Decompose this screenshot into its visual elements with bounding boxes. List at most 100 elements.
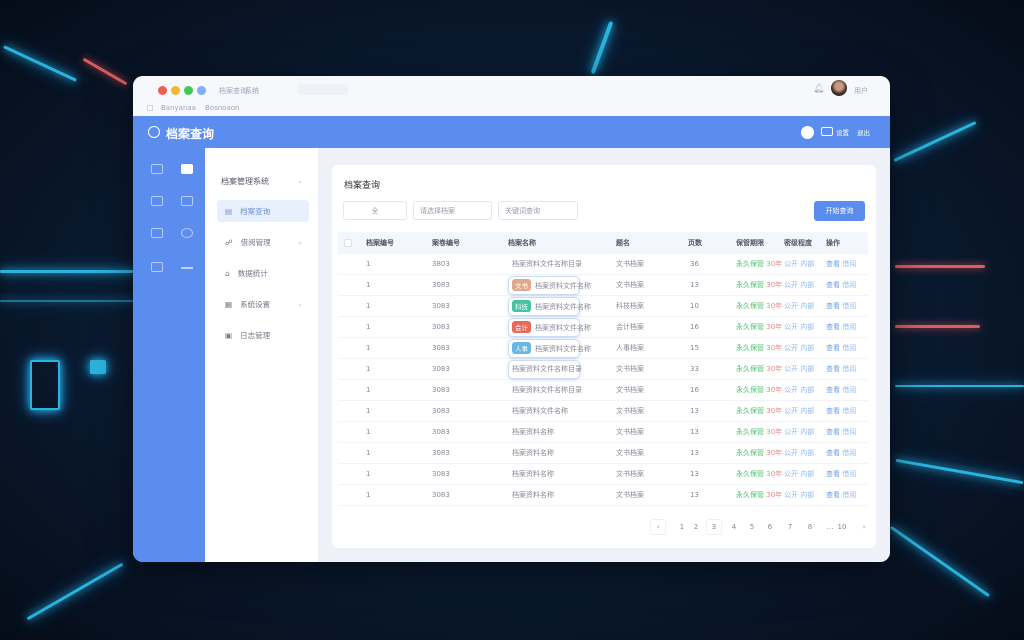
borrow-link[interactable]: 借阅	[842, 386, 857, 394]
prev-page-button[interactable]: ‹	[650, 519, 666, 535]
tab-title[interactable]: 档案查询	[219, 87, 247, 95]
sidebar-item-root[interactable]: 档案管理系统 ⌄	[217, 170, 309, 192]
page-button[interactable]: 3	[706, 519, 722, 535]
sidebar-item-stats[interactable]: ⌂ 数据统计	[217, 262, 309, 284]
header-action[interactable]: 设置	[836, 129, 849, 137]
cell-name[interactable]: 人事 档案资料文件名称	[512, 342, 591, 354]
next-page-button[interactable]: ›	[862, 523, 866, 531]
cell-name[interactable]: 会计 档案资料文件名称	[512, 321, 591, 333]
cell-name[interactable]: 档案资料名称	[512, 427, 554, 437]
screen-icon[interactable]	[821, 127, 833, 136]
address-bar[interactable]	[298, 84, 348, 95]
page-button[interactable]: 5	[749, 523, 755, 531]
page-button[interactable]: 4	[731, 523, 737, 531]
rail-icon-message[interactable]	[181, 164, 193, 174]
view-link[interactable]: 查看	[826, 302, 840, 310]
maximize-window-button[interactable]	[184, 86, 193, 95]
bookmark-2[interactable]: Bosnoaon	[205, 104, 240, 112]
logout-button[interactable]: 退出	[857, 129, 870, 137]
column-header[interactable]: 保管期限	[736, 239, 764, 247]
page-button[interactable]: 2	[693, 523, 699, 531]
borrow-link[interactable]: 借阅	[842, 449, 857, 457]
table-row[interactable]: 1 3083 档案资料文件名称目录 文书档案 16 永久保管 30年 公开 内部…	[338, 380, 868, 401]
column-header[interactable]: 操作	[826, 239, 840, 247]
borrow-link[interactable]: 借阅	[842, 323, 857, 331]
avatar[interactable]	[831, 80, 847, 96]
table-row[interactable]: 1 3083 档案资料文件名称目录 文书档案 33 永久保管 30年 公开 内部…	[338, 359, 868, 380]
page-button[interactable]: 10	[837, 523, 847, 531]
table-row[interactable]: 1 3083 人事 档案资料文件名称 人事档案 15 永久保管 30年 公开 内部…	[338, 338, 868, 359]
view-link[interactable]: 查看	[826, 470, 840, 478]
extra-window-button[interactable]	[197, 86, 206, 95]
close-window-button[interactable]	[158, 86, 167, 95]
rail-icon-grid[interactable]	[181, 196, 193, 206]
page-button[interactable]: …	[826, 523, 834, 531]
table-row[interactable]: 1 3083 档案资料名称 文书档案 13 永久保管 30年 公开 内部 查看 …	[338, 485, 868, 506]
rail-icon-minus[interactable]	[181, 267, 193, 269]
page-button[interactable]: 6	[767, 523, 773, 531]
view-link[interactable]: 查看	[826, 407, 840, 415]
home-icon[interactable]: □	[147, 104, 154, 112]
borrow-link[interactable]: 借阅	[842, 470, 857, 478]
filter-select-1[interactable]: 全	[343, 201, 407, 220]
borrow-link[interactable]: 借阅	[842, 302, 857, 310]
table-row[interactable]: 1 3083 档案资料名称 文书档案 13 永久保管 30年 公开 内部 查看 …	[338, 464, 868, 485]
borrow-link[interactable]: 借阅	[842, 428, 857, 436]
view-link[interactable]: 查看	[826, 428, 840, 436]
table-row[interactable]: 1 3803 档案资料文件名称目录 文书档案 36 永久保管 30年 公开 内部…	[338, 254, 868, 275]
search-button[interactable]: 开始查询	[814, 201, 865, 221]
cell-name[interactable]: 档案资料文件名称目录	[512, 259, 582, 269]
view-link[interactable]: 查看	[826, 449, 840, 457]
bell-icon[interactable]: 🔔︎	[813, 84, 825, 94]
table-row[interactable]: 1 3083 科技 档案资料文件名称 科技档案 10 永久保管 30年 公开 内部…	[338, 296, 868, 317]
cell-name[interactable]: 档案资料文件名称目录	[512, 364, 582, 374]
column-header[interactable]: 密级程度	[784, 239, 812, 247]
column-header[interactable]: 页数	[688, 239, 702, 247]
view-link[interactable]: 查看	[826, 365, 840, 373]
borrow-link[interactable]: 借阅	[842, 491, 857, 499]
cell-name[interactable]: 档案资料名称	[512, 448, 554, 458]
minimize-window-button[interactable]	[171, 86, 180, 95]
borrow-link[interactable]: 借阅	[842, 260, 857, 268]
cell-name[interactable]: 档案资料名称	[512, 469, 554, 479]
rail-icon-calendar[interactable]	[151, 228, 163, 238]
user-name[interactable]: 用户	[854, 87, 868, 95]
cell-name[interactable]: 科技 档案资料文件名称	[512, 300, 591, 312]
table-row[interactable]: 1 3083 档案资料文件名称 文书档案 13 永久保管 30年 公开 内部 查…	[338, 401, 868, 422]
view-link[interactable]: 查看	[826, 323, 840, 331]
cell-name[interactable]: 文书 档案资料文件名称	[512, 279, 591, 291]
table-row[interactable]: 1 3083 文书 档案资料文件名称 文书档案 13 永久保管 30年 公开 内部…	[338, 275, 868, 296]
rail-icon-settings[interactable]	[181, 228, 193, 238]
page-button[interactable]: 1	[679, 523, 685, 531]
table-row[interactable]: 1 3083 档案资料名称 文书档案 13 永久保管 30年 公开 内部 查看 …	[338, 443, 868, 464]
rail-icon-folder[interactable]	[151, 196, 163, 206]
sidebar-item-settings[interactable]: ▦ 系统设置 ⌄	[217, 293, 309, 315]
sidebar-item-borrow[interactable]: ☍ 借阅管理 ⌄	[217, 231, 309, 253]
bookmark-1[interactable]: Banyanaa	[161, 104, 196, 112]
borrow-link[interactable]: 借阅	[842, 407, 857, 415]
table-row[interactable]: 1 3083 会计 档案资料文件名称 会计档案 16 永久保管 30年 公开 内部…	[338, 317, 868, 338]
cell-name[interactable]: 档案资料文件名称目录	[512, 385, 582, 395]
page-button[interactable]: 8	[807, 523, 813, 531]
filter-archive-select[interactable]: 请选择档案	[413, 201, 492, 220]
view-link[interactable]: 查看	[826, 386, 840, 394]
column-header[interactable]: 题名	[616, 239, 630, 247]
keyword-input[interactable]: 关键词查询	[498, 201, 578, 220]
view-link[interactable]: 查看	[826, 281, 840, 289]
view-link[interactable]: 查看	[826, 491, 840, 499]
view-link[interactable]: 查看	[826, 260, 840, 268]
cell-name[interactable]: 档案资料名称	[512, 490, 554, 500]
borrow-link[interactable]: 借阅	[842, 365, 857, 373]
column-header[interactable]: 档案编号	[366, 239, 394, 247]
borrow-link[interactable]: 借阅	[842, 344, 857, 352]
rail-icon-image[interactable]	[151, 262, 163, 272]
cell-name[interactable]: 档案资料文件名称	[512, 406, 568, 416]
borrow-link[interactable]: 借阅	[842, 281, 857, 289]
message-icon[interactable]	[801, 126, 814, 139]
column-header[interactable]: 档案名称	[508, 239, 536, 247]
sidebar-item-logs[interactable]: ▣ 日志管理	[217, 324, 309, 346]
rail-icon-window[interactable]	[151, 164, 163, 174]
sidebar-item-query[interactable]: ▤ 档案查询	[217, 200, 309, 222]
column-header[interactable]: 案卷编号	[432, 239, 460, 247]
page-button[interactable]: 7	[787, 523, 793, 531]
